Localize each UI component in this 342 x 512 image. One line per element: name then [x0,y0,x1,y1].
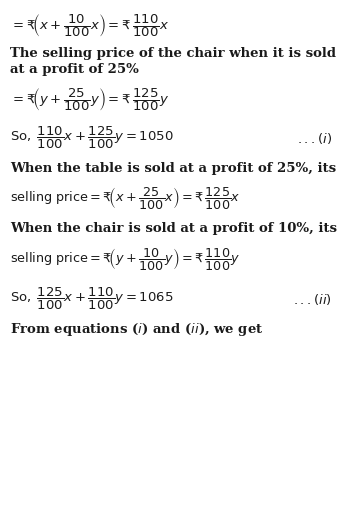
Text: at a profit of 25%: at a profit of 25% [10,63,139,76]
Text: The selling price of the chair when it is sold: The selling price of the chair when it i… [10,47,336,60]
Text: From equations ($\mathit{i}$) and ($\mathit{ii}$), we get: From equations ($\mathit{i}$) and ($\mat… [10,321,264,338]
Text: When the chair is sold at a profit of 10%, its: When the chair is sold at a profit of 10… [10,222,337,236]
Text: $...(\mathit{ii})$: $...(\mathit{ii})$ [293,291,332,307]
Text: $= $₹$\!\left(y+\dfrac{25}{100}y\right)=$₹$\,\dfrac{125}{100}y$: $= $₹$\!\left(y+\dfrac{25}{100}y\right)=… [10,86,169,113]
Text: $\mathrm{selling\ price} = $₹$\!\left(y+\dfrac{10}{100}y\right)=$₹$\,\dfrac{110}: $\mathrm{selling\ price} = $₹$\!\left(y+… [10,246,241,272]
Text: $\mathrm{selling\ price} = $₹$\!\left(x+\dfrac{25}{100}x\right)=$₹$\,\dfrac{125}: $\mathrm{selling\ price} = $₹$\!\left(x+… [10,185,241,211]
Text: When the table is sold at a profit of 25%, its: When the table is sold at a profit of 25… [10,162,337,175]
Text: $= $₹$\!\left(x+\dfrac{10}{100}x\right)=$₹$\,\dfrac{110}{100}x$: $= $₹$\!\left(x+\dfrac{10}{100}x\right)=… [10,12,169,39]
Text: $\mathrm{So,}\;\dfrac{125}{100}x+\dfrac{110}{100}y=1065$: $\mathrm{So,}\;\dfrac{125}{100}x+\dfrac{… [10,286,174,312]
Text: $...(\mathit{i})$: $...(\mathit{i})$ [297,131,332,146]
Text: $\mathrm{So,}\;\dfrac{110}{100}x+\dfrac{125}{100}y=1050$: $\mathrm{So,}\;\dfrac{110}{100}x+\dfrac{… [10,125,174,152]
